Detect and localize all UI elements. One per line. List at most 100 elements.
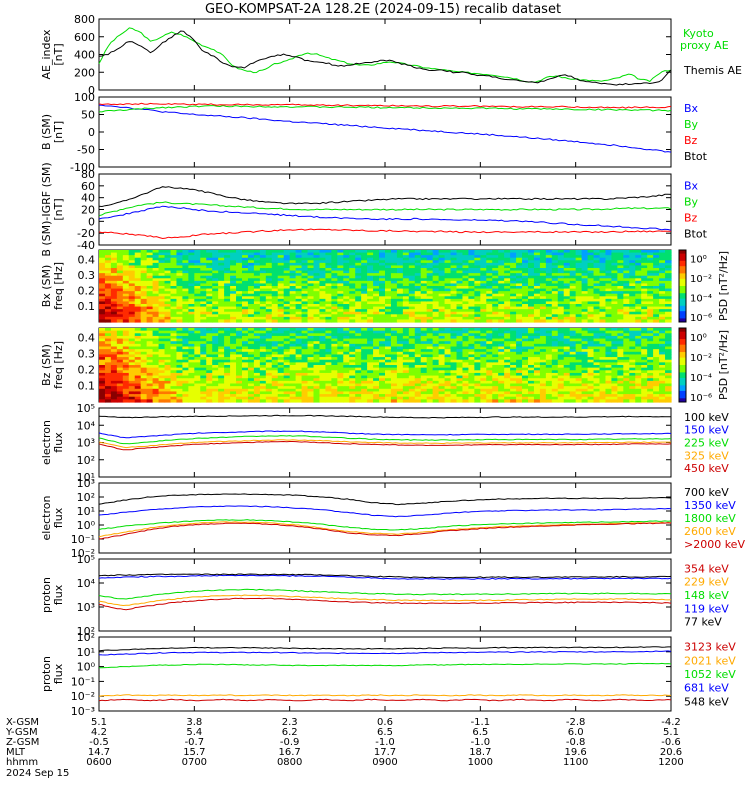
psd-cell (426, 252, 434, 256)
psd-cell (349, 265, 356, 269)
psd-cell (533, 270, 541, 274)
psd-cell (390, 275, 398, 279)
psd-cell (367, 380, 374, 385)
psd-cell (361, 346, 368, 350)
psd-cell (408, 250, 416, 254)
psd-cell (522, 316, 529, 321)
psd-cell (99, 306, 106, 310)
psd-cell (456, 273, 464, 277)
psd-cell (158, 338, 166, 342)
psd-cell (212, 365, 219, 369)
psd-cell (265, 351, 273, 356)
psd-cell (414, 275, 422, 279)
psd-cell (122, 316, 130, 321)
psd-cell (289, 273, 297, 277)
psd-cell (450, 304, 458, 308)
psd-cell (116, 328, 124, 332)
psd-cell (659, 283, 666, 287)
psd-cell (242, 343, 249, 348)
psd-cell (194, 333, 201, 337)
psd-cell (128, 362, 136, 366)
psd-cell (265, 288, 273, 292)
psd-cell (355, 273, 362, 277)
psd-cell (438, 367, 446, 371)
colorbar-swatch (679, 275, 686, 278)
psd-cell (319, 338, 327, 342)
psd-cell (402, 250, 410, 254)
psd-cell (533, 296, 541, 300)
psd-cell (99, 304, 106, 308)
psd-cell (104, 388, 112, 393)
psd-cell (152, 298, 160, 303)
psd-cell (462, 280, 470, 285)
psd-cell (200, 278, 207, 282)
psd-cell (480, 399, 487, 403)
psd-cell (373, 365, 380, 369)
psd-cell (361, 298, 368, 303)
psd-cell (402, 316, 410, 321)
psd-cell (474, 286, 481, 290)
psd-cell (462, 338, 470, 342)
psd-cell (99, 273, 106, 277)
psd-cell (253, 330, 261, 334)
psd-cell (414, 301, 422, 305)
psd-cell (653, 306, 660, 310)
psd-cell (480, 260, 487, 264)
psd-cell (343, 365, 350, 369)
psd-cell (390, 288, 398, 292)
psd-cell (265, 298, 273, 303)
psd-cell (522, 273, 529, 277)
psd-cell (116, 351, 124, 356)
psd-cell (253, 275, 261, 279)
psd-cell (140, 283, 148, 287)
psd-cell (182, 396, 189, 400)
psd-cell (444, 396, 452, 400)
psd-cell (486, 286, 493, 290)
psd-cell (551, 293, 559, 297)
psd-cell (140, 354, 148, 358)
psd-cell (355, 255, 362, 259)
psd-cell (170, 370, 178, 374)
psd-cell (140, 330, 148, 334)
psd-cell (474, 293, 481, 297)
psd-cell (218, 362, 225, 366)
psd-cell (533, 260, 541, 264)
psd-cell (319, 311, 327, 315)
psd-cell (587, 291, 595, 295)
psd-cell (277, 288, 285, 292)
psd-cell (533, 380, 541, 385)
psd-cell (230, 370, 237, 374)
psd-cell (510, 288, 517, 292)
psd-cell (390, 383, 398, 387)
psd-cell (557, 296, 565, 300)
psd-cell (653, 257, 660, 261)
psd-cell (140, 262, 148, 267)
psd-cell (545, 257, 553, 261)
psd-cell (510, 306, 517, 310)
psd-cell (271, 372, 279, 377)
psd-cell (355, 354, 362, 358)
psd-cell (539, 311, 547, 315)
psd-cell (122, 268, 130, 272)
psd-cell (158, 328, 166, 332)
psd-cell (212, 380, 219, 385)
psd-cell (396, 365, 404, 369)
psd-cell (605, 250, 613, 254)
psd-cell (528, 257, 535, 261)
psd-cell (307, 283, 315, 287)
psd-cell (247, 291, 255, 295)
psd-cell (373, 275, 380, 279)
psd-cell (438, 365, 446, 369)
psd-cell (361, 328, 368, 332)
psd-cell (349, 309, 356, 313)
psd-cell (289, 383, 297, 387)
psd-cell (337, 380, 344, 385)
psd-cell (420, 298, 428, 303)
psd-cell (230, 280, 237, 285)
psd-cell (438, 278, 446, 282)
psd-cell (295, 388, 303, 393)
psd-cell (355, 359, 362, 363)
psd-cell (605, 288, 613, 292)
psd-cell (116, 293, 124, 297)
psd-cell (271, 301, 279, 305)
